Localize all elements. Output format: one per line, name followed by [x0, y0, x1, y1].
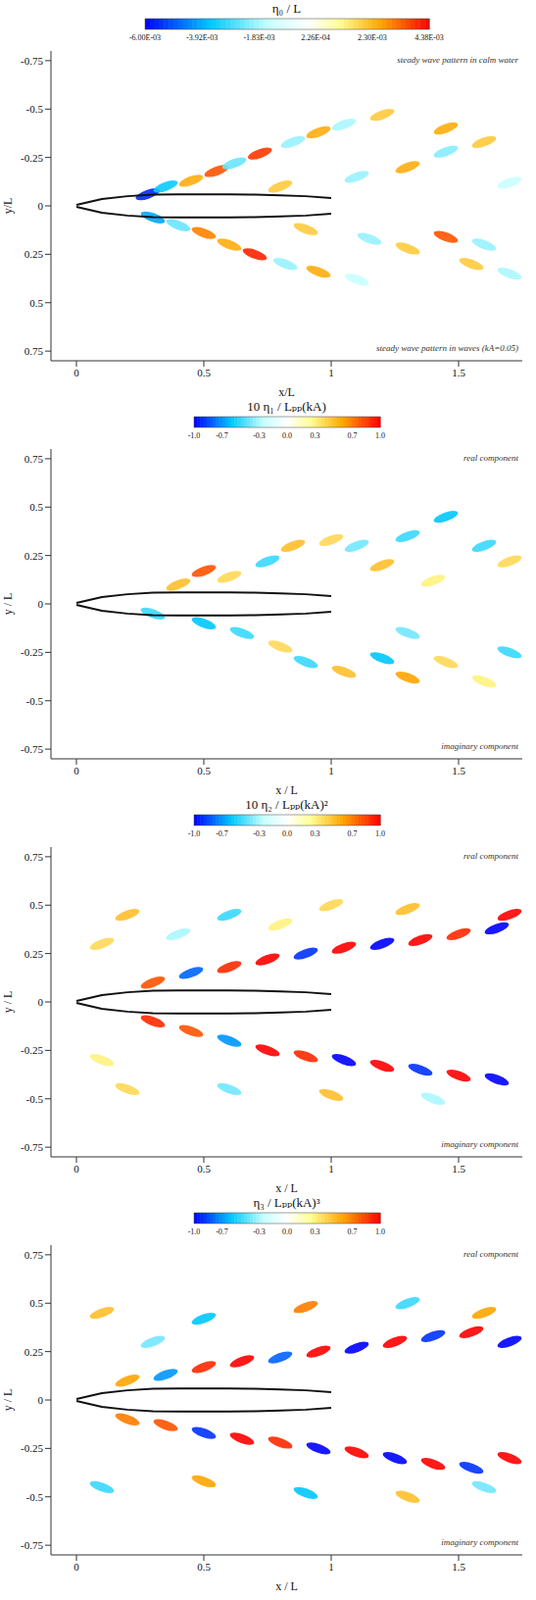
svg-text:y / L: y / L — [0, 592, 15, 616]
svg-text:1: 1 — [328, 1559, 335, 1572]
svg-text:-6.00E-03: -6.00E-03 — [128, 33, 160, 43]
svg-text:0.7: 0.7 — [346, 1226, 357, 1236]
svg-text:4.38E-03: 4.38E-03 — [414, 33, 444, 43]
svg-text:x / L: x / L — [275, 782, 298, 796]
svg-text:1.5: 1.5 — [451, 764, 466, 777]
svg-text:1.5: 1.5 — [451, 1559, 466, 1572]
html-text:steady wave pattern in waves (: steady wave pattern in waves (kA=0.05) — [376, 342, 519, 353]
svg-text:-1.83E-03: -1.83E-03 — [243, 33, 275, 43]
svg-text:y / L: y / L — [0, 990, 15, 1014]
svg-text:x / L: x / L — [275, 1180, 298, 1194]
svg-text:y/L: y/L — [0, 197, 15, 215]
svg-text:0: 0 — [38, 597, 45, 610]
svg-text:1.0: 1.0 — [375, 1226, 386, 1236]
svg-text:0.75: 0.75 — [24, 850, 45, 863]
svg-text:-1.0: -1.0 — [187, 1226, 200, 1236]
svg-text:0: 0 — [38, 995, 45, 1008]
svg-text:0.7: 0.7 — [346, 828, 357, 838]
html-text:real component: real component — [463, 850, 519, 861]
svg-text:-0.25: -0.25 — [20, 1043, 44, 1056]
svg-text:-0.3: -0.3 — [252, 431, 266, 440]
svg-text:-0.75: -0.75 — [20, 742, 44, 755]
svg-text:-0.25: -0.25 — [20, 645, 44, 658]
svg-text:-0.25: -0.25 — [20, 151, 44, 164]
svg-text:-0.3: -0.3 — [252, 828, 266, 838]
svg-text:0.75: 0.75 — [24, 452, 45, 465]
svg-text:-0.5: -0.5 — [26, 1092, 45, 1105]
svg-text:1: 1 — [328, 1162, 335, 1174]
html-text:real component: real component — [463, 1248, 519, 1259]
svg-text:-0.7: -0.7 — [215, 828, 229, 838]
svg-text:0.3: 0.3 — [309, 431, 320, 440]
svg-text:0: 0 — [38, 1393, 45, 1406]
svg-text:-1.0: -1.0 — [187, 431, 200, 440]
svg-text:0: 0 — [38, 199, 45, 212]
svg-text:0.3: 0.3 — [309, 1226, 320, 1236]
svg-text:-0.25: -0.25 — [20, 1441, 44, 1454]
html-text:η₀ / L: η₀ / L — [272, 0, 302, 16]
svg-text:0.5: 0.5 — [196, 1162, 211, 1174]
svg-text:0.3: 0.3 — [309, 828, 320, 838]
html-text:imaginary component: imaginary component — [441, 1138, 519, 1149]
svg-text:1.0: 1.0 — [375, 431, 386, 440]
svg-text:0.25: 0.25 — [24, 947, 45, 960]
svg-text:-0.7: -0.7 — [215, 1226, 229, 1236]
svg-text:0: 0 — [73, 1559, 80, 1572]
svg-text:-0.5: -0.5 — [26, 102, 45, 115]
svg-text:1.5: 1.5 — [451, 366, 466, 379]
svg-text:-0.75: -0.75 — [20, 54, 44, 67]
svg-text:0.25: 0.25 — [24, 1345, 45, 1358]
svg-text:0.7: 0.7 — [346, 431, 357, 440]
html-text:steady wave pattern in calm wa: steady wave pattern in calm water — [397, 54, 519, 65]
html-text:10 η₂ / Lₚₚ(kA)²: 10 η₂ / Lₚₚ(kA)² — [245, 796, 328, 812]
svg-text:0: 0 — [73, 366, 80, 379]
svg-text:-3.92E-03: -3.92E-03 — [186, 33, 218, 43]
svg-text:0.5: 0.5 — [196, 1559, 211, 1572]
svg-text:-0.3: -0.3 — [252, 1226, 266, 1236]
svg-text:x / L: x / L — [275, 1578, 298, 1592]
svg-text:0.5: 0.5 — [29, 296, 44, 309]
svg-text:0.25: 0.25 — [24, 549, 45, 562]
svg-text:1.0: 1.0 — [375, 828, 386, 838]
html-text:η₃ / Lₚₚ(kA)³: η₃ / Lₚₚ(kA)³ — [253, 1194, 321, 1210]
svg-text:-0.75: -0.75 — [20, 1140, 44, 1153]
svg-text:1: 1 — [328, 366, 335, 379]
svg-text:0.25: 0.25 — [24, 247, 45, 260]
svg-text:y / L: y / L — [0, 1388, 15, 1412]
svg-text:0.5: 0.5 — [196, 764, 211, 777]
svg-text:0.0: 0.0 — [282, 1226, 293, 1236]
svg-text:0.5: 0.5 — [196, 366, 211, 379]
svg-text:0: 0 — [73, 1162, 80, 1174]
svg-text:0.0: 0.0 — [282, 828, 293, 838]
svg-text:2.30E-03: 2.30E-03 — [357, 33, 388, 43]
svg-text:0.5: 0.5 — [29, 898, 44, 911]
svg-text:0: 0 — [73, 764, 80, 777]
svg-text:1: 1 — [328, 764, 335, 777]
svg-text:0.75: 0.75 — [24, 344, 45, 357]
svg-text:-1.0: -1.0 — [187, 828, 200, 838]
svg-text:-0.7: -0.7 — [215, 431, 229, 440]
svg-text:-0.75: -0.75 — [20, 1538, 44, 1551]
html-text:imaginary component: imaginary component — [441, 1536, 519, 1547]
html-text:real component: real component — [463, 452, 519, 463]
html-text:imaginary component: imaginary component — [441, 740, 519, 751]
svg-text:x/L: x/L — [278, 385, 295, 398]
svg-text:2.26E-04: 2.26E-04 — [300, 33, 331, 43]
svg-text:0.5: 0.5 — [29, 1296, 44, 1309]
svg-text:0.5: 0.5 — [29, 500, 44, 513]
svg-text:0.75: 0.75 — [24, 1248, 45, 1261]
svg-text:0.0: 0.0 — [282, 431, 293, 440]
html-text:10 η₁ / Lₚₚ(kA): 10 η₁ / Lₚₚ(kA) — [247, 398, 327, 414]
svg-text:1.5: 1.5 — [451, 1162, 466, 1174]
svg-text:-0.5: -0.5 — [26, 1490, 45, 1503]
svg-text:-0.5: -0.5 — [26, 694, 45, 707]
